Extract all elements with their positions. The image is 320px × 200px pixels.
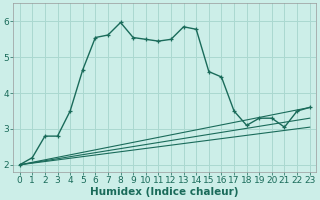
X-axis label: Humidex (Indice chaleur): Humidex (Indice chaleur)	[91, 187, 239, 197]
